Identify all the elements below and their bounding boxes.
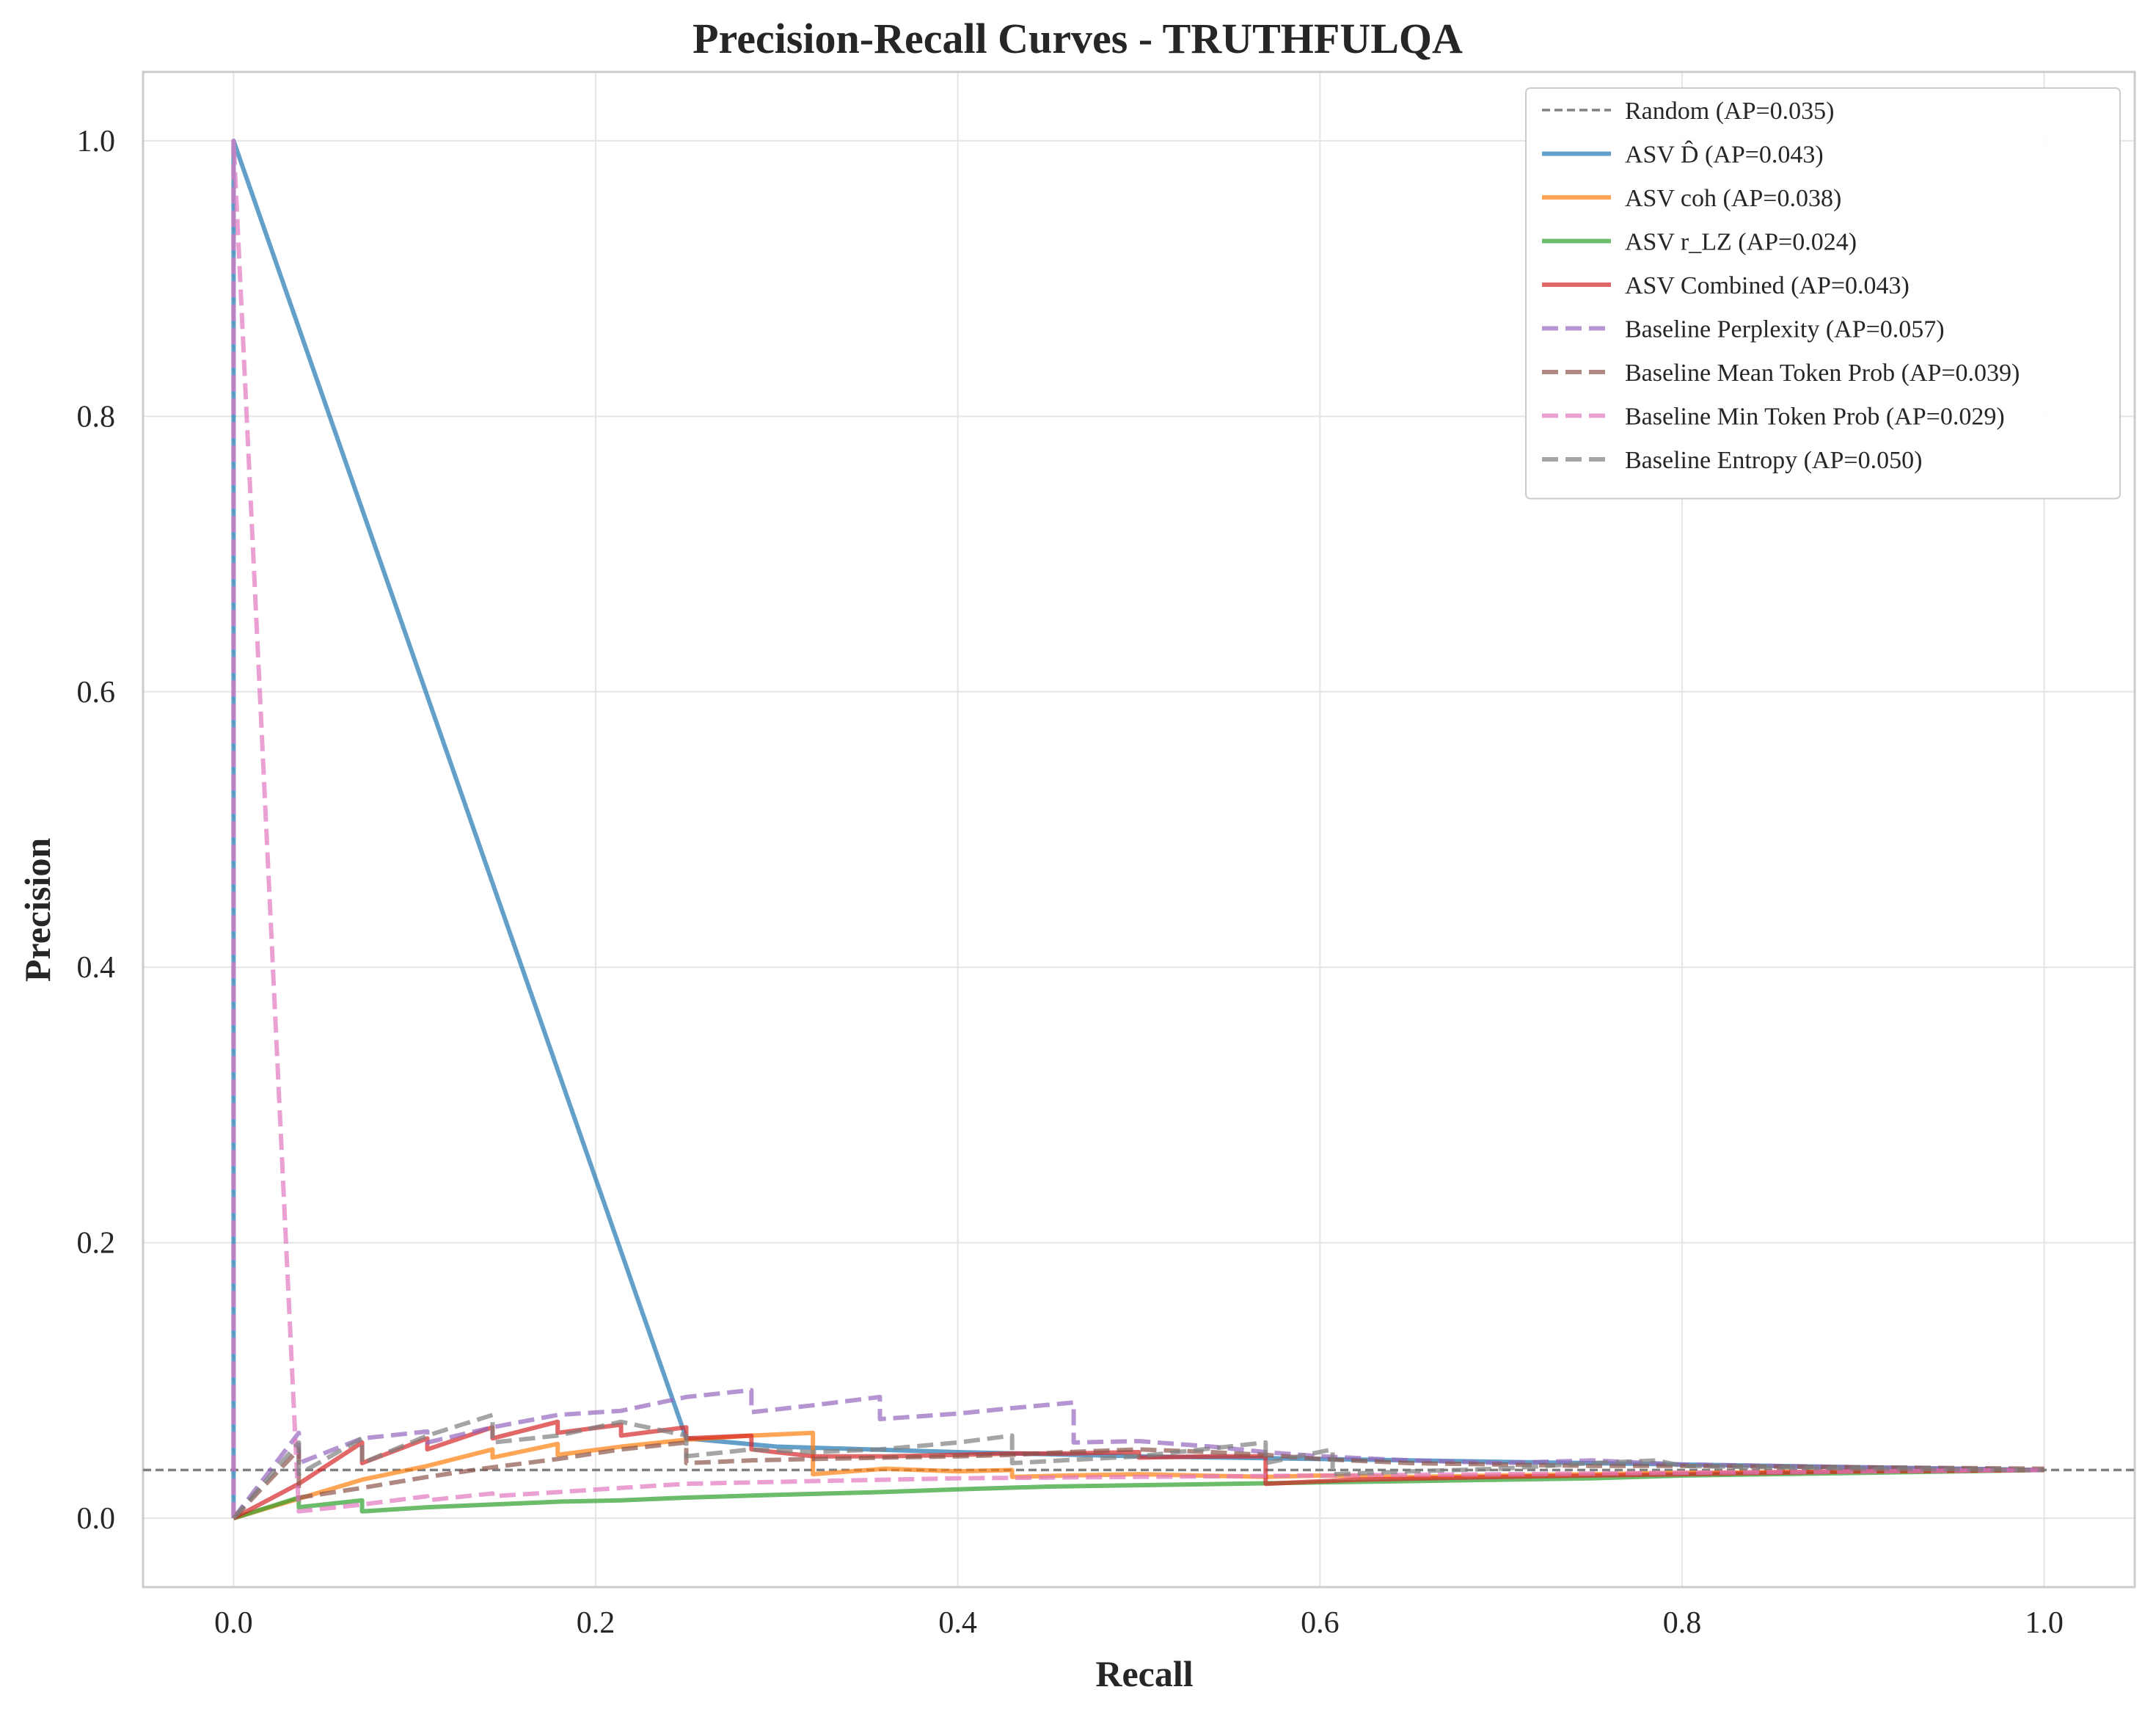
legend-entry: ASV Combined (AP=0.043) xyxy=(1625,272,1910,299)
series-line-baseline-min-token-prob xyxy=(231,138,2044,1519)
legend-entry: Baseline Entropy (AP=0.050) xyxy=(1625,447,1922,474)
legend: Random (AP=0.035) ASV D̂ (AP=0.043) ASV co… xyxy=(1525,87,2121,500)
y-tick-label: 0.6 xyxy=(77,676,116,710)
x-tick-label: 0.0 xyxy=(214,1606,253,1640)
legend-entry: Random (AP=0.035) xyxy=(1625,98,1835,125)
series-line-baseline-perplexity xyxy=(232,1388,2044,1520)
y-tick-label: 0.4 xyxy=(77,951,116,985)
legend-entry: ASV r_LZ (AP=0.024) xyxy=(1625,229,1857,256)
legend-entry: ASV D̂ (AP=0.043) xyxy=(1625,140,1824,169)
legend-box xyxy=(1525,87,2121,500)
legend-entry: Baseline Perplexity (AP=0.057) xyxy=(1625,316,1945,343)
legend-entry: Baseline Min Token Prob (AP=0.029) xyxy=(1625,404,2005,431)
series-lines xyxy=(143,138,2135,1520)
x-tick-label: 0.2 xyxy=(577,1606,615,1640)
legend-entry: Baseline Mean Token Prob (AP=0.039) xyxy=(1625,360,2020,387)
chart-title: Precision-Recall Curves - TRUTHFULQA xyxy=(693,15,1463,62)
y-tick-label: 1.0 xyxy=(77,125,116,158)
x-axis-label: Recall xyxy=(1095,1653,1193,1694)
series-line-asv-combined xyxy=(233,1419,2044,1520)
tick-labels: 0.0 0.2 0.4 0.6 0.8 1.0 0.0 0.2 0.4 0.6 0.8 1.0 xyxy=(77,125,2064,1640)
x-tick-label: 0.4 xyxy=(938,1606,977,1640)
y-tick-label: 0.0 xyxy=(77,1502,116,1536)
series-line-baseline-entropy xyxy=(232,1412,2044,1520)
y-axis-label: Precision xyxy=(17,838,58,982)
x-tick-label: 0.8 xyxy=(1663,1606,1702,1640)
y-tick-label: 0.2 xyxy=(77,1227,116,1261)
plot-area-frame xyxy=(142,70,2136,1589)
legend-entry: ASV coh (AP=0.038) xyxy=(1625,185,1841,212)
series-line-asv-r-lz xyxy=(233,1468,2044,1520)
x-tick-label: 0.6 xyxy=(1301,1606,1340,1640)
series-line-baseline-mean-token-prob xyxy=(232,1440,2044,1520)
x-tick-label: 1.0 xyxy=(2025,1606,2064,1640)
y-tick-label: 0.8 xyxy=(77,400,116,434)
